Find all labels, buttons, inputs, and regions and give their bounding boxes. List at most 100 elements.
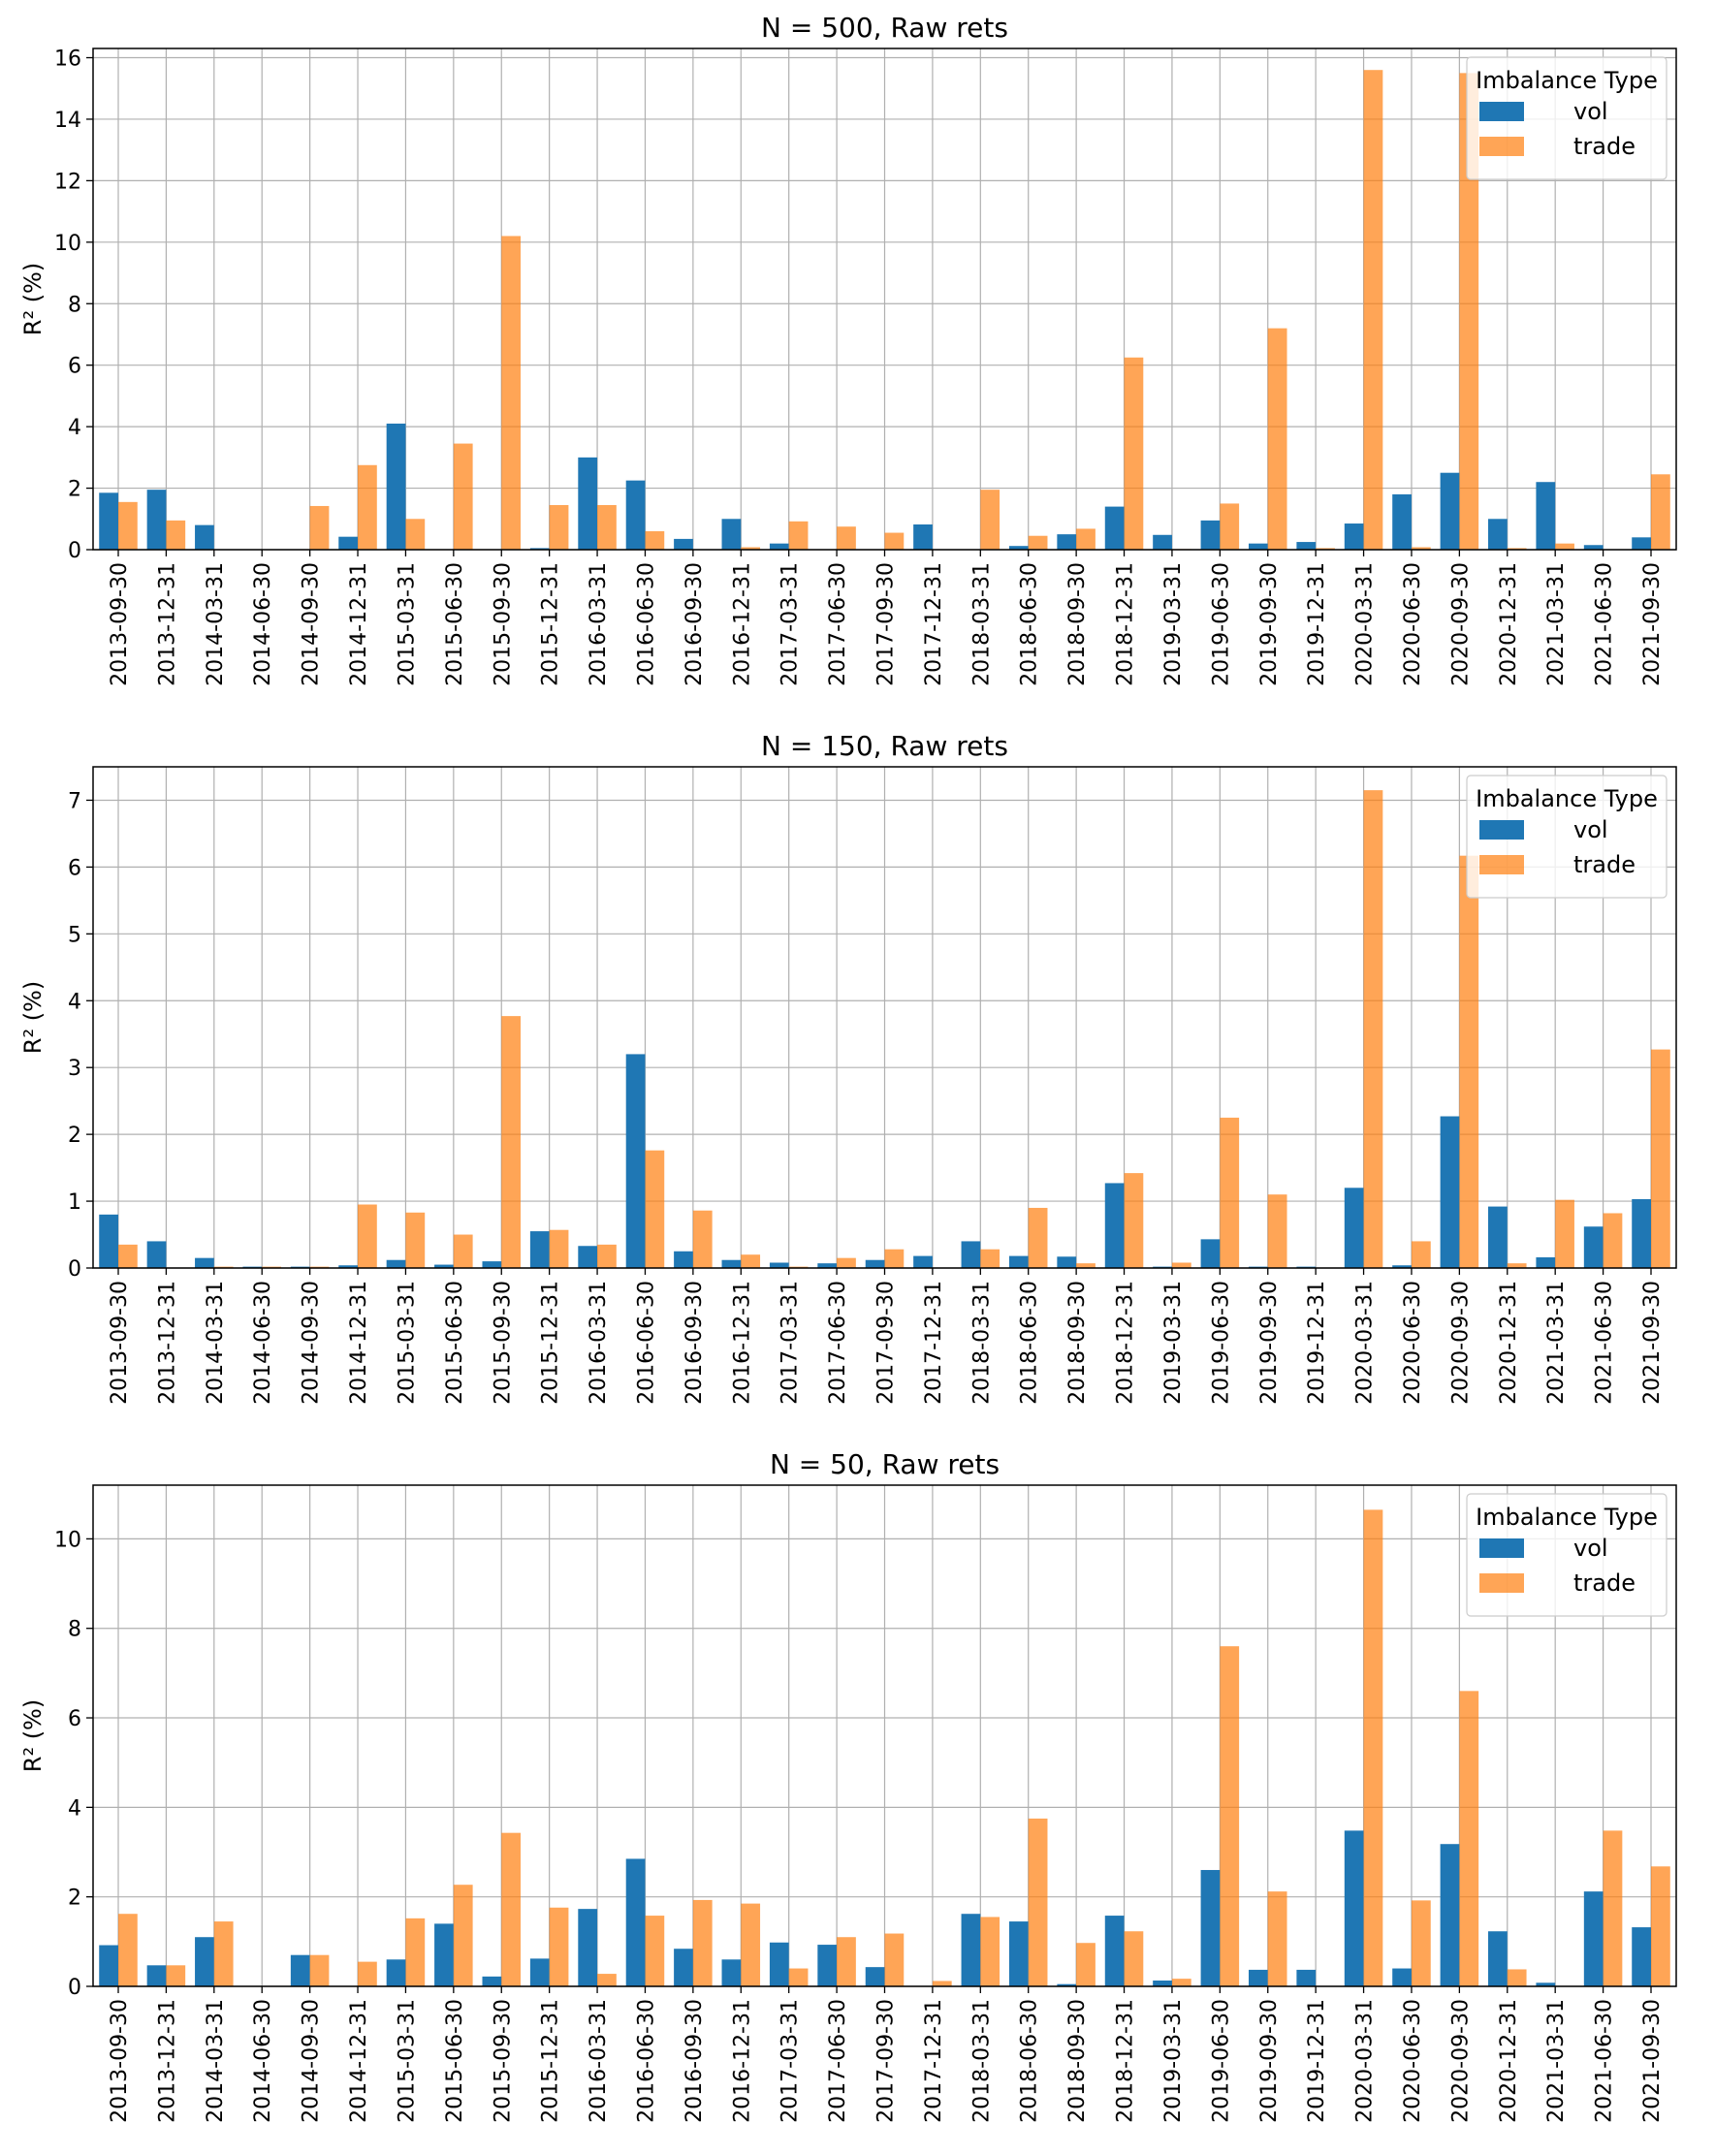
y-tick-label: 6 — [68, 1707, 81, 1731]
y-tick-label: 6 — [68, 355, 81, 379]
bar-trade — [1124, 357, 1144, 550]
bar-trade — [453, 1234, 473, 1268]
y-tick-label: 0 — [68, 539, 81, 563]
bar-trade — [645, 1916, 665, 1986]
y-tick-label: 2 — [68, 1124, 81, 1148]
bar-trade — [1267, 1194, 1287, 1268]
bar-vol — [1008, 1255, 1029, 1268]
y-tick-label: 10 — [54, 1528, 81, 1552]
x-tick-label: 2015-03-31 — [395, 1281, 419, 1405]
chart-title: N = 50, Raw rets — [770, 1448, 1000, 1480]
x-tick-label: 2021-09-30 — [1640, 1281, 1665, 1405]
x-tick-label: 2021-03-31 — [1544, 562, 1569, 686]
x-tick-label: 2015-12-31 — [539, 1281, 563, 1405]
legend-label-vol: vol — [1573, 1535, 1608, 1562]
bar-vol — [1536, 1256, 1556, 1268]
y-tick-label: 8 — [68, 293, 81, 317]
x-tick-label: 2018-03-31 — [969, 1281, 994, 1405]
x-tick-label: 2018-06-30 — [1018, 1281, 1042, 1405]
bar-trade — [501, 236, 522, 551]
x-tick-label: 2020-06-30 — [1401, 562, 1425, 686]
bar-trade — [741, 1903, 761, 1986]
x-tick-label: 2017-12-31 — [922, 1999, 946, 2123]
x-tick-label: 2017-12-31 — [922, 562, 946, 686]
bar-trade — [1507, 1969, 1527, 1986]
legend-label-trade: trade — [1573, 851, 1636, 878]
bar-vol — [578, 457, 598, 550]
bar-trade — [1363, 70, 1383, 550]
y-tick-label: 0 — [68, 1976, 81, 2000]
x-tick-label: 2019-06-30 — [1209, 1281, 1233, 1405]
bar-vol — [1344, 523, 1364, 550]
x-tick-label: 2018-03-31 — [969, 562, 994, 686]
bar-trade — [741, 1254, 761, 1268]
bar-vol — [1536, 1982, 1556, 1986]
bar-vol — [865, 1259, 885, 1268]
x-tick-label: 2018-12-31 — [1114, 562, 1138, 686]
y-tick-label: 1 — [68, 1190, 81, 1215]
bar-trade — [453, 443, 473, 550]
bar-vol — [529, 548, 550, 550]
bar-trade — [166, 1965, 186, 1986]
bar-trade — [788, 521, 809, 550]
bar-vol — [529, 1958, 550, 1986]
x-tick-label: 2021-06-30 — [1593, 562, 1617, 686]
x-tick-label: 2020-09-30 — [1448, 1281, 1473, 1405]
x-tick-label: 2014-09-30 — [300, 1281, 324, 1405]
legend-swatch-trade — [1479, 855, 1524, 874]
bar-trade — [1459, 1691, 1479, 1986]
bar-vol — [1583, 545, 1604, 550]
bar-trade — [788, 1968, 809, 1986]
x-tick-label: 2019-06-30 — [1209, 562, 1233, 686]
y-tick-label: 14 — [54, 109, 81, 133]
bar-vol — [1104, 1916, 1125, 1986]
bar-vol — [386, 1259, 406, 1268]
bar-vol — [1296, 1969, 1317, 1986]
bar-vol — [195, 1937, 214, 1986]
bar-trade — [358, 464, 377, 550]
x-tick-label: 2017-09-30 — [874, 562, 899, 686]
y-axis-label: R² (%) — [19, 1699, 47, 1772]
x-tick-label: 2016-09-30 — [683, 1999, 707, 2123]
bar-trade — [1124, 1931, 1144, 1986]
bar-trade — [549, 1907, 569, 1986]
bar-trade — [1220, 1117, 1240, 1268]
bar-trade — [501, 1016, 522, 1268]
bar-vol — [913, 1255, 933, 1268]
bar-vol — [1344, 1830, 1364, 1986]
bar-vol — [1344, 1188, 1364, 1268]
bar-vol — [1488, 519, 1508, 550]
x-tick-label: 2014-12-31 — [347, 1281, 371, 1405]
chart-panel-3: 0 2 4 6 8 10 2013-09-30 2013-12-31 2014-03-31 201… — [19, 1448, 1677, 2123]
bar-vol — [1632, 1198, 1651, 1268]
bar-trade — [405, 1918, 426, 1986]
bar-vol — [386, 423, 406, 550]
x-tick-label: 2019-09-30 — [1257, 1281, 1282, 1405]
x-tick-label: 2021-09-30 — [1640, 1999, 1665, 2123]
bar-trade — [932, 1981, 952, 1986]
bar-vol — [146, 1965, 167, 1986]
bar-trade — [405, 519, 426, 550]
bar-trade — [884, 1933, 905, 1986]
x-tick-label: 2020-12-31 — [1497, 1281, 1521, 1405]
bar-trade — [309, 505, 330, 550]
x-tick-label: 2016-12-31 — [730, 1999, 754, 2123]
bar-vol — [99, 492, 118, 550]
bar-vol — [195, 524, 214, 550]
bar-vol — [482, 1976, 502, 1986]
x-tick-label: 2015-12-31 — [539, 1999, 563, 2123]
x-tick-label: 2014-03-31 — [204, 1999, 228, 2123]
x-tick-label: 2020-06-30 — [1401, 1999, 1425, 2123]
y-axis-label: R² (%) — [19, 263, 47, 335]
y-tick-label: 16 — [54, 48, 81, 72]
x-tick-label: 2018-06-30 — [1018, 562, 1042, 686]
x-tick-label: 2016-06-30 — [634, 1281, 658, 1405]
bar-vol — [1296, 542, 1317, 550]
bar-trade — [884, 532, 905, 550]
bar-vol — [1632, 1927, 1651, 1986]
x-tick-label: 2020-06-30 — [1401, 1281, 1425, 1405]
bar-trade — [1651, 1866, 1670, 1986]
bar-vol — [146, 490, 167, 550]
bar-vol — [769, 1942, 789, 1986]
x-tick-label: 2016-12-31 — [730, 1281, 754, 1405]
